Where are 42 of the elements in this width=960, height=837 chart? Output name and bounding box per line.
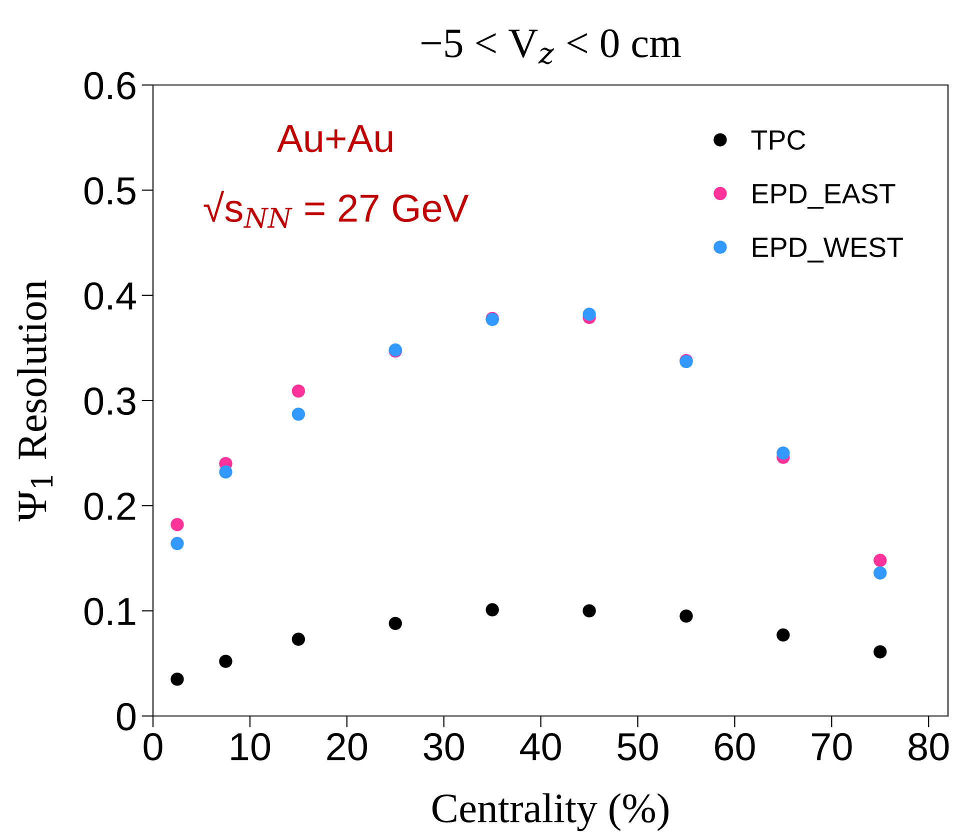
x-tick-label: 0: [144, 733, 162, 761]
y-tick-label: 0.6: [84, 72, 136, 100]
annotation: Au+Au: [277, 125, 392, 152]
point: [170, 518, 184, 532]
y-tick-label: 0.2: [84, 492, 136, 520]
y-tick-label: 0.1: [84, 598, 136, 626]
legend-label: TPC: [751, 130, 806, 150]
x-tick-label: 80: [908, 733, 949, 761]
point: [680, 609, 693, 623]
point: [219, 465, 232, 479]
x-tick-label: 70: [812, 733, 852, 761]
x-tick-label: 30: [424, 733, 464, 761]
point: [219, 654, 232, 668]
y-tick-label: 0.3: [84, 387, 136, 415]
y-tick-label: 0.5: [84, 177, 136, 205]
point: [292, 632, 306, 646]
point: [776, 446, 790, 460]
point: [170, 672, 184, 686]
chart-title: −5 < V$_{z}$ < 0 cm: [422, 29, 681, 64]
point: [292, 408, 306, 421]
x-tick-label: 60: [715, 733, 755, 761]
annotation: √s$_{NN}$ = 27 GeV: [204, 190, 469, 228]
point: [170, 536, 184, 550]
point: [874, 645, 887, 658]
x-tick-label: 10: [231, 733, 270, 761]
y-tick-label: 0.4: [84, 282, 136, 310]
y-tick-label: 0: [116, 702, 136, 730]
x-axis-title: Centrality (%): [432, 793, 668, 832]
legend-label: EPD_EAST: [753, 184, 896, 209]
point: [582, 604, 596, 618]
point: [874, 566, 887, 580]
point: [776, 628, 790, 642]
legend-label: EPD_WEST: [753, 238, 903, 262]
x-tick-label: 40: [520, 733, 561, 761]
point: [292, 384, 306, 398]
x-tick-label: 20: [327, 733, 368, 761]
point: [486, 603, 499, 616]
point: [388, 616, 402, 630]
point: [582, 308, 596, 321]
x-tick-label: 50: [618, 733, 658, 761]
y-axis-title: Ψ$_{1}$ Resolution: [17, 280, 53, 522]
point: [874, 554, 887, 567]
